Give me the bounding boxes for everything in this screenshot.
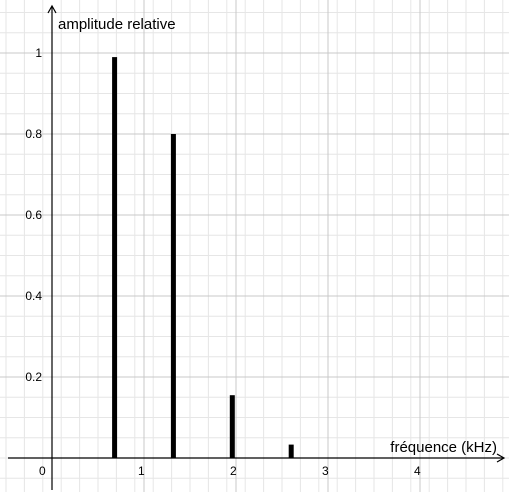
x-axis-arrow [496,453,506,463]
y-axis-arrow [47,4,57,14]
y-axis-label: amplitude relative [58,16,176,33]
x-tick-label: 0 [39,464,46,478]
y-tick-label: 0.6 [25,208,42,222]
x-axis-label: fréquence (kHz) [390,439,497,456]
x-tick-label: 4 [414,464,421,478]
y-tick-label: 0.8 [25,127,42,141]
y-tick-label: 0.2 [25,370,42,384]
x-tick-label: 3 [322,464,329,478]
bar-series [112,57,294,458]
spectrum-bar [112,57,118,458]
y-tick-label: 0.4 [25,289,42,303]
spectrum-bar [170,134,176,458]
spectrum-bar [229,395,235,458]
x-tick-label: 2 [230,464,237,478]
y-tick-label: 1 [35,46,42,60]
axes [8,4,506,490]
spectrum-bar [288,444,294,458]
x-tick-labels: 0 1 2 3 4 [39,464,421,478]
y-tick-labels: 1 0.8 0.6 0.4 0.2 [25,46,42,384]
x-tick-label: 1 [138,464,145,478]
